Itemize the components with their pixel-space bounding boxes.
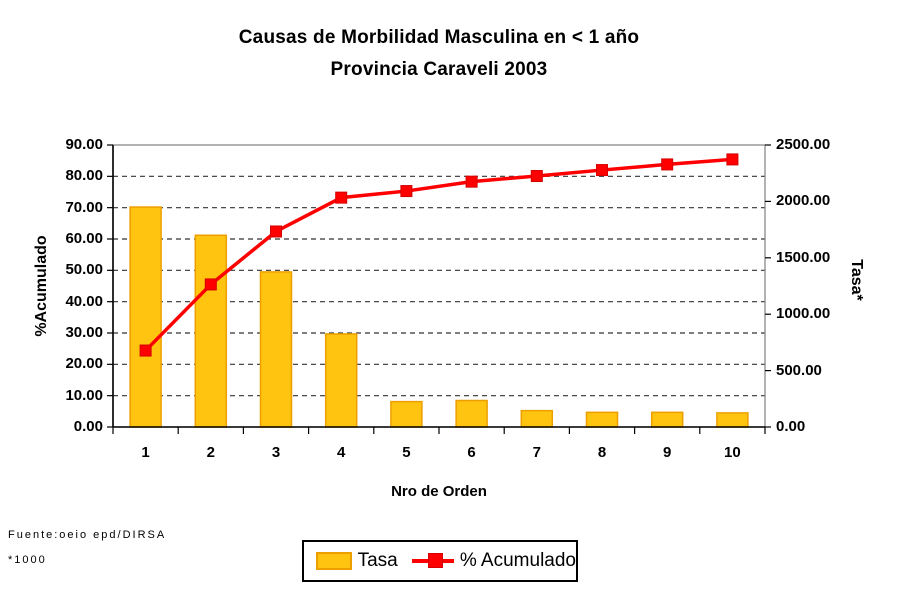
acumulado-marker	[530, 170, 543, 183]
acumulado-marker	[726, 153, 739, 166]
left-axis-tick-label: 80.00	[65, 167, 103, 185]
acumulado-marker	[204, 278, 217, 291]
bar-tasa	[324, 333, 358, 428]
right-axis-title: Tasa*	[848, 259, 865, 301]
legend-acumulado-label: % Acumulado	[459, 550, 576, 571]
x-axis-title: Nro de Orden	[391, 483, 487, 500]
left-axis-tick-label: 10.00	[65, 386, 103, 404]
acumulado-marker	[400, 185, 413, 198]
chart-title: Causas de Morbilidad Masculina en < 1 añ…	[238, 27, 640, 48]
legend-square-marker-icon	[427, 553, 443, 568]
acumulado-marker	[270, 225, 282, 238]
acumulado-marker	[465, 175, 478, 188]
bar-tasa	[520, 409, 554, 428]
acumulado-marker	[596, 164, 608, 177]
scale-note: *1000	[8, 554, 47, 566]
left-axis-tick-label: 40.00	[65, 292, 103, 310]
bar-tasa	[455, 399, 488, 428]
left-axis-tick-label: 30.00	[65, 324, 103, 341]
legend-tasa-swatch	[316, 552, 352, 570]
bar-tasa	[129, 206, 162, 428]
x-axis-tick-label: 8	[597, 444, 607, 461]
bar-tasa	[259, 271, 293, 428]
right-axis-tick-label: 1000.00	[776, 305, 831, 323]
source-note: Fuente:oeio epd/DIRSA	[8, 529, 167, 541]
bar-tasa	[390, 400, 423, 428]
bar-tasa	[650, 411, 684, 428]
x-axis-tick-label: 2	[206, 444, 215, 461]
x-axis-tick-label: 4	[337, 444, 346, 461]
right-axis-tick-label: 2000.00	[776, 192, 831, 210]
legend: Tasa % Acumulado	[302, 540, 578, 582]
left-axis-tick-label: 0.00	[73, 418, 103, 435]
x-axis-tick-label: 1	[141, 444, 150, 461]
acumulado-marker	[335, 191, 348, 204]
bar-tasa	[716, 412, 749, 428]
bar-tasa	[585, 411, 619, 428]
legend-acumulado-marker	[411, 553, 454, 569]
x-axis-tick-label: 6	[467, 444, 476, 461]
x-axis-tick-label: 9	[663, 444, 672, 461]
acumulado-marker	[661, 158, 674, 171]
x-axis-tick-label: 5	[402, 444, 411, 461]
bar-tasa	[194, 234, 228, 428]
acumulado-line	[144, 157, 733, 352]
left-axis-tick-label: 70.00	[65, 198, 103, 216]
left-axis-tick-label: 20.00	[65, 355, 103, 373]
chart-subtitle: Provincia Caraveli 2003	[330, 59, 548, 80]
x-axis-tick-label: 10	[724, 444, 741, 461]
x-axis-tick-label: 7	[532, 444, 541, 461]
left-axis-tick-label: 50.00	[65, 261, 103, 279]
x-axis-tick-label: 3	[271, 444, 281, 461]
right-axis-tick-label: 1500.00	[776, 248, 831, 266]
acumulado-marker	[139, 344, 152, 357]
left-axis-tick-label: 90.00	[65, 136, 103, 153]
right-axis-tick-label: 2500.00	[776, 136, 831, 153]
right-axis-tick-label: 0.00	[776, 418, 806, 435]
legend-tasa-label: Tasa	[357, 550, 398, 571]
left-axis-tick-label: 60.00	[65, 230, 103, 247]
right-axis-tick-label: 500.00	[776, 361, 822, 379]
